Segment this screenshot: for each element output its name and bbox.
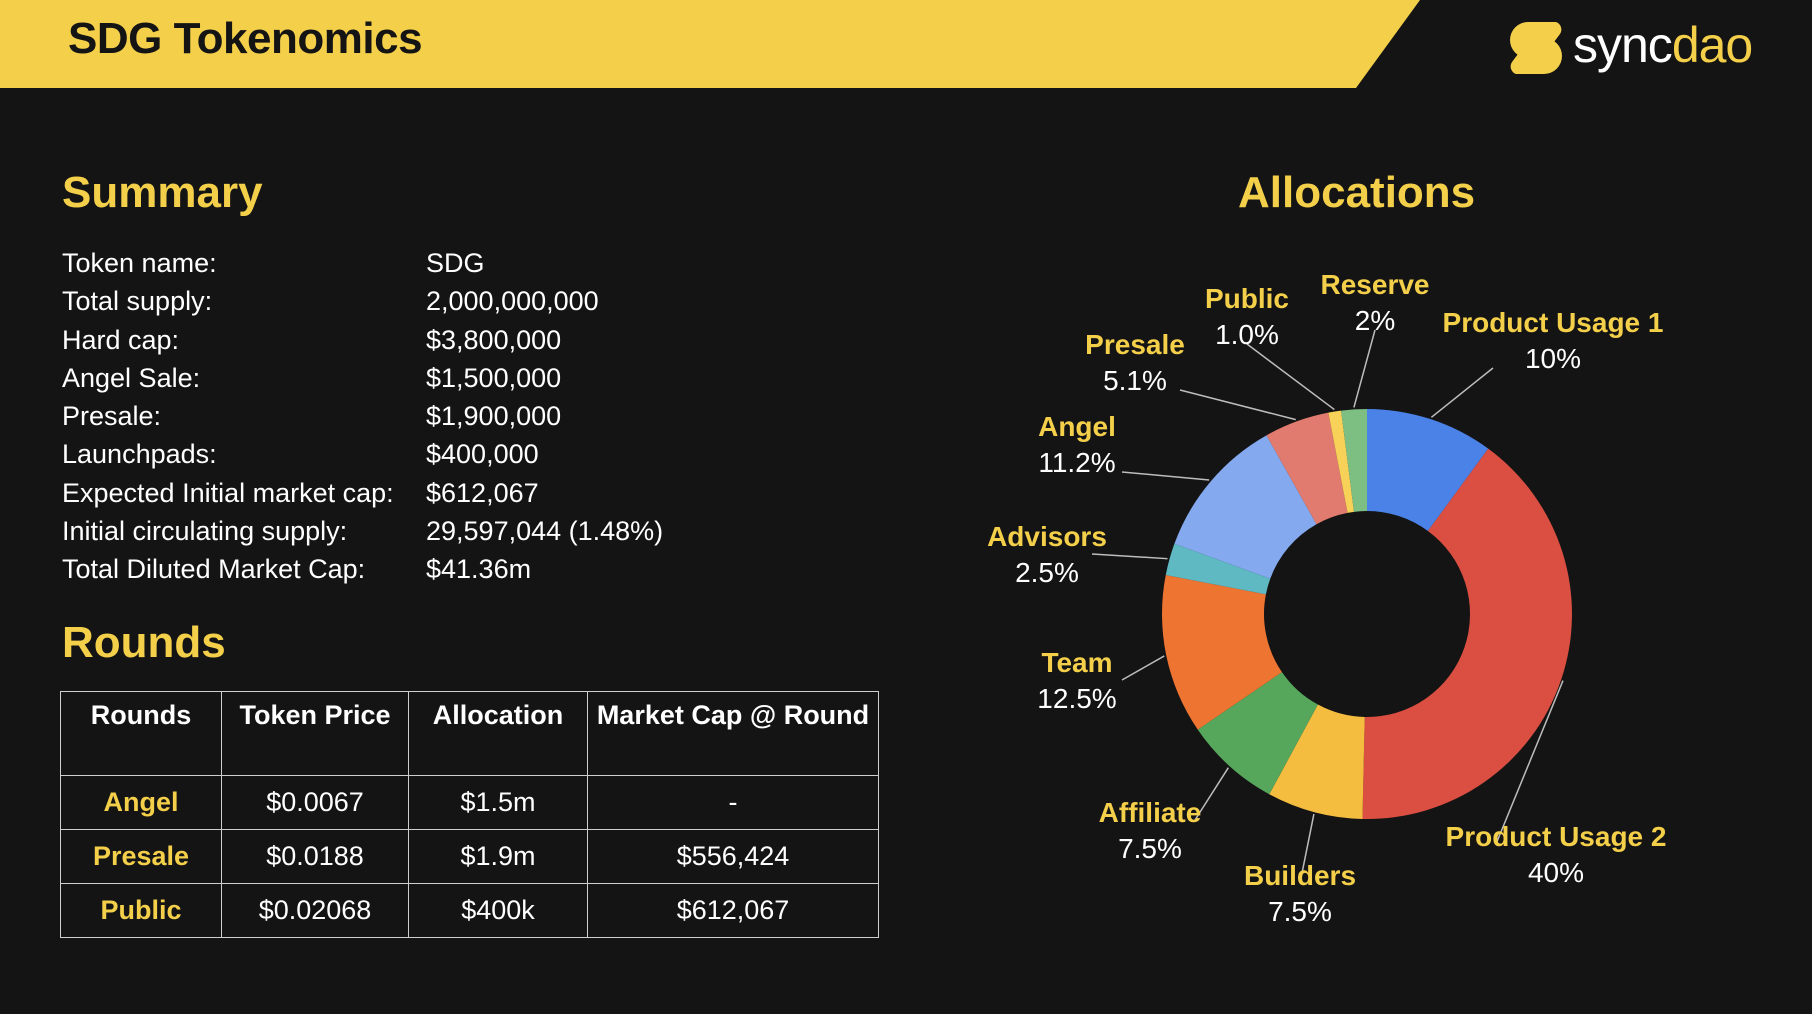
summary-label: Initial circulating supply: [62, 516, 348, 547]
chart-title: Allocations [1238, 168, 1476, 217]
leader-line-presale [1179, 389, 1296, 421]
column-header: Token Price [221, 691, 409, 776]
slice-product-usage-1 [1367, 409, 1489, 531]
page-title: SDG Tokenomics [68, 14, 423, 63]
summary-row: Expected Initial market cap: $612,067 [62, 474, 762, 512]
slice-affiliate [1197, 672, 1318, 795]
summary-row: Token name: SDG [62, 244, 762, 282]
leader-line-team [1121, 655, 1165, 681]
rounds-header-row: Rounds Token Price Allocation Market Cap… [60, 691, 879, 776]
summary-label: Presale: [62, 401, 162, 432]
summary-row: Presale: $1,900,000 [62, 397, 762, 435]
summary-value: $612,067 [426, 477, 539, 508]
brand-logo: syncdao [1508, 14, 1778, 80]
market-cap-cell: $556,424 [587, 829, 879, 884]
leader-line-product-usage-2 [1495, 680, 1564, 845]
round-name-cell: Presale [60, 829, 222, 884]
slice-label-angel: Angel [1038, 411, 1116, 442]
summary-value: SDG [426, 248, 485, 278]
leader-line-advisors [1091, 553, 1168, 560]
summary-label: Launchpads: [62, 439, 217, 470]
summary-value: $1,900,000 [426, 401, 562, 432]
slice-builders [1269, 704, 1365, 819]
slice-value-presale: 5.1% [1103, 365, 1167, 396]
slice-angel [1174, 435, 1317, 579]
market-cap-cell: $612,067 [587, 883, 879, 938]
allocation-cell: $1.5m [408, 775, 588, 830]
summary-row: Total supply: 2,000,000,000 [62, 282, 762, 320]
slice-label-team: Team [1041, 647, 1112, 678]
summary-label: Total supply: [62, 286, 213, 317]
allocation-cell: $400k [408, 883, 588, 938]
summary-value: $400,000 [426, 439, 539, 470]
summary-label: Angel Sale: [62, 362, 201, 393]
summary-value: $1,500,000 [426, 362, 562, 393]
summary-value: 2,000,000,000 [426, 286, 599, 317]
summary-label: Expected Initial market cap: [62, 477, 394, 508]
brand-name-sync: sync [1573, 17, 1673, 73]
summary-label: Token name: [62, 248, 217, 278]
slice-value-product-usage-2: 40% [1528, 857, 1584, 888]
slice-team [1162, 575, 1282, 730]
summary-value: $41.36m [426, 554, 532, 585]
slice-label-product-usage-2: Product Usage 2 [1446, 821, 1667, 852]
slice-value-advisors: 2.5% [1015, 557, 1079, 588]
slice-presale [1266, 412, 1348, 525]
table-row: Angel $0.0067 $1.5m - [60, 775, 879, 830]
slice-label-builders: Builders [1244, 860, 1356, 891]
round-name-cell: Public [60, 883, 222, 938]
rounds-title: Rounds [62, 618, 226, 667]
slice-value-reserve: 2% [1355, 305, 1395, 336]
summary-label: Hard cap: [62, 324, 180, 355]
slice-value-public: 1.0% [1215, 319, 1279, 350]
rounds-table: Rounds Token Price Allocation Market Cap… [60, 691, 879, 938]
slice-reserve [1341, 409, 1367, 512]
brand-name: syncdao [1573, 16, 1753, 74]
slice-label-presale: Presale [1085, 329, 1185, 360]
slice-value-affiliate: 7.5% [1118, 833, 1182, 864]
slice-value-team: 12.5% [1037, 683, 1116, 714]
leader-line-reserve [1353, 329, 1376, 408]
slice-label-reserve: Reserve [1321, 269, 1430, 300]
slice-value-product-usage-1: 10% [1525, 343, 1581, 374]
summary-list: Token name: SDG Total supply: 2,000,000,00… [62, 244, 762, 589]
token-price-cell: $0.0067 [221, 775, 409, 830]
allocation-cell: $1.9m [408, 829, 588, 884]
column-header: Allocation [408, 691, 588, 776]
slice-label-affiliate: Affiliate [1099, 797, 1202, 828]
summary-row: Angel Sale: $1,500,000 [62, 359, 762, 397]
slice-label-advisors: Advisors [987, 521, 1107, 552]
table-row: Public $0.02068 $400k $612,067 [60, 883, 879, 938]
leader-line-affiliate [1194, 767, 1229, 821]
summary-row: Initial circulating supply: 29,597,044 (1… [62, 512, 762, 550]
slice-label-product-usage-1: Product Usage 1 [1443, 307, 1664, 338]
table-row: Presale $0.0188 $1.9m $556,424 [60, 829, 879, 884]
summary-row: Hard cap: $3,800,000 [62, 321, 762, 359]
header-band [0, 0, 1420, 88]
leader-line-builders [1299, 813, 1315, 884]
leader-line-public [1246, 343, 1335, 411]
token-price-cell: $0.02068 [221, 883, 409, 938]
summary-value: $3,800,000 [426, 324, 562, 355]
market-cap-cell: - [587, 775, 879, 830]
slice-label-public: Public [1205, 283, 1289, 314]
slice-value-builders: 7.5% [1268, 896, 1332, 927]
round-name-cell: Angel [60, 775, 222, 830]
summary-label: Total Diluted Market Cap: [62, 554, 366, 585]
leader-line-angel [1121, 471, 1210, 481]
column-header: Market Cap @ Round [587, 691, 879, 776]
summary-row: Launchpads: $400,000 [62, 435, 762, 473]
slice-value-angel: 11.2% [1038, 447, 1115, 478]
summary-row: Total Diluted Market Cap: $41.36m [62, 550, 762, 588]
slice-product-usage-2 [1362, 448, 1572, 819]
brand-name-dao: dao [1671, 17, 1753, 73]
summary-value: 29,597,044 (1.48%) [426, 516, 664, 547]
slice-public [1328, 410, 1355, 513]
leader-line-product-usage-1 [1430, 367, 1494, 418]
slice-advisors [1165, 543, 1271, 595]
summary-title: Summary [62, 168, 263, 217]
sync-bolt-icon [1510, 22, 1562, 74]
